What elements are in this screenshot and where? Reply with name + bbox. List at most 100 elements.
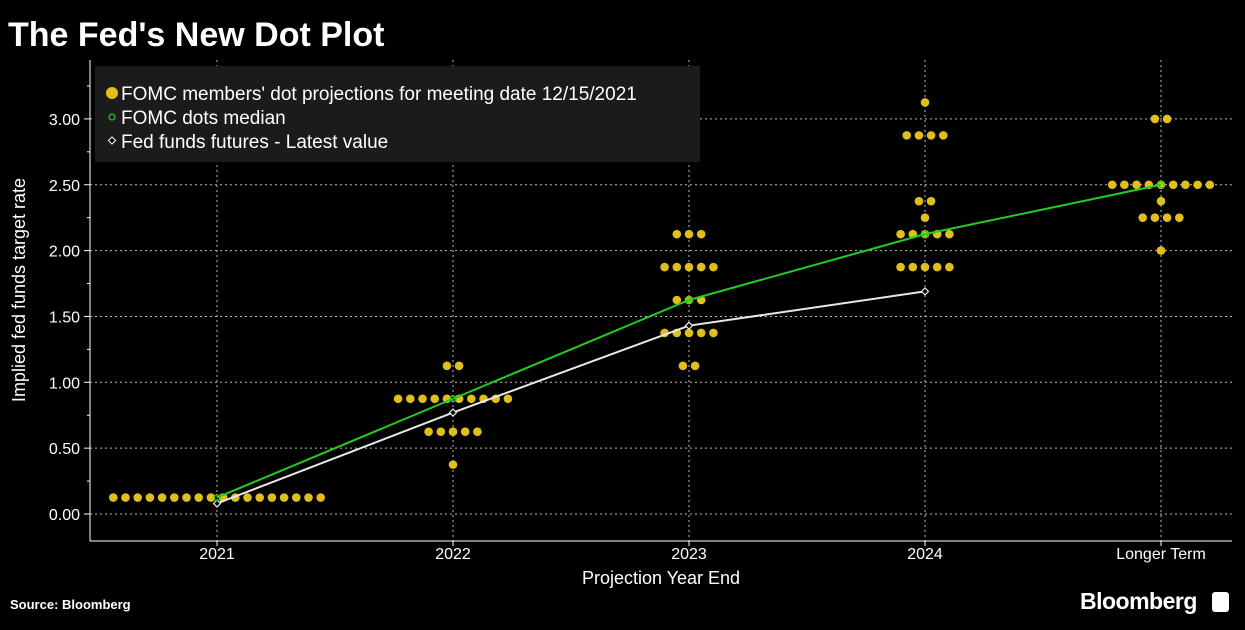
fomc-dot (316, 493, 326, 502)
fomc-dot (709, 328, 718, 338)
fomc-dot (709, 262, 718, 272)
bloomberg-logo: Bloomberg (1080, 588, 1197, 614)
fomc-dot (920, 262, 930, 272)
futures-line (216, 290, 926, 505)
fomc-dot (1150, 213, 1160, 222)
y-tick-label: 1.00 (49, 375, 80, 392)
fomc-dot (684, 262, 694, 272)
median-marker (685, 296, 693, 304)
fomc-dot (684, 229, 694, 239)
x-tick-label: 2024 (907, 546, 943, 563)
fomc-dot (696, 262, 706, 272)
legend-futures-icon (107, 136, 117, 145)
legend: FOMC members' dot projections for meetin… (95, 66, 700, 162)
fomc-dot (255, 493, 264, 502)
legend-entry: FOMC members' dot projections for meetin… (121, 84, 637, 105)
chart-title: The Fed's New Dot Plot (8, 16, 385, 54)
fomc-dot (920, 213, 930, 222)
fomc-dot (467, 394, 476, 404)
fomc-dot (926, 131, 936, 140)
futures-marker (448, 408, 458, 417)
fomc-dot (690, 361, 700, 371)
fomc-dot (1181, 180, 1190, 190)
fomc-dot (914, 196, 924, 206)
x-tick-label: Longer Term (1116, 546, 1206, 563)
fomc-dot (170, 493, 179, 502)
fomc-dot (406, 394, 415, 404)
fomc-dot (902, 131, 911, 140)
fomc-dot (684, 328, 694, 338)
fomc-dot (1175, 213, 1184, 222)
fomc-dot (672, 295, 682, 305)
fomc-dot (448, 460, 458, 469)
y-axis-label: Implied fed funds target rate (9, 178, 29, 402)
fomc-dot (418, 394, 427, 404)
fomc-dot (1162, 114, 1172, 124)
fomc-dot (424, 427, 433, 436)
median-marker (921, 230, 929, 238)
fomc-dot (1107, 180, 1117, 190)
fomc-dot (896, 262, 905, 272)
median-marker (213, 493, 221, 502)
fomc-dot (1150, 114, 1160, 124)
fomc-dot (460, 427, 470, 436)
fomc-dot (696, 328, 706, 338)
fomc-dot (920, 98, 930, 107)
fomc-dot (109, 493, 118, 502)
fomc-dot (945, 229, 954, 239)
fomc-dot (157, 493, 167, 502)
fomc-dot (145, 493, 155, 502)
x-axis-label: Projection Year End (582, 568, 740, 588)
median-marker (449, 395, 457, 403)
x-tick-label: 2022 (435, 546, 471, 563)
fomc-dot (121, 493, 130, 502)
fomc-dot (939, 131, 948, 140)
y-tick-label: 0.50 (49, 441, 80, 458)
median-marker (1157, 181, 1165, 189)
fomc-dot (503, 394, 513, 404)
fomc-dot (678, 361, 688, 371)
y-tick-label: 1.50 (49, 309, 80, 326)
median-line (216, 183, 1162, 499)
fomc-dot (304, 493, 313, 502)
x-tick-label: 2021 (199, 546, 235, 563)
fomc-dot (194, 493, 203, 502)
legend-background (95, 66, 700, 162)
fomc-dot (279, 493, 289, 502)
legend-dot-icon (106, 87, 118, 99)
legend-entry: FOMC dots median (121, 108, 286, 129)
fomc-dot (206, 493, 216, 502)
fomc-dot (436, 427, 446, 436)
fomc-dot (1205, 180, 1215, 190)
fomc-dot (243, 493, 252, 502)
source-note: Source: Bloomberg (10, 597, 131, 612)
fomc-dot (1156, 196, 1166, 206)
fomc-dot (908, 262, 918, 272)
y-tick-label: 2.50 (49, 178, 80, 195)
futures-marker (212, 499, 222, 508)
y-tick-label: 2.00 (49, 244, 80, 261)
fomc-dot (393, 394, 403, 404)
fomc-dot (932, 262, 942, 272)
fomc-dot (430, 394, 440, 404)
fomc-dot (1138, 213, 1147, 222)
legend-median-icon (108, 113, 116, 121)
fomc-dot (926, 196, 936, 206)
fomc-dot (182, 493, 191, 502)
x-tick-label: 2023 (671, 546, 707, 563)
futures-marker (684, 321, 694, 331)
fomc-dot (1193, 180, 1202, 190)
legend-entry: Fed funds futures - Latest value (121, 132, 388, 153)
fomc-dot (448, 427, 458, 436)
fomc-dot (267, 493, 277, 502)
fomc-dot (1120, 180, 1129, 190)
fomc-dot (660, 262, 669, 272)
futures-marker (920, 287, 930, 296)
y-tick-label: 0.00 (49, 507, 80, 524)
fomc-dot (896, 229, 905, 239)
fomc-dot (442, 361, 452, 371)
fomc-dot (1168, 180, 1178, 190)
bloomberg-icon (1212, 592, 1229, 612)
y-tick-label: 3.00 (49, 112, 80, 129)
fomc-dot (1162, 213, 1172, 222)
